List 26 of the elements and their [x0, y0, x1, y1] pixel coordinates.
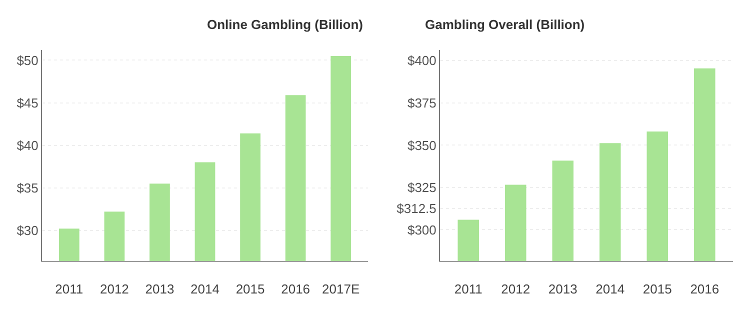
y-tick-label: $30 [16, 222, 38, 238]
x-tick-label: 2012 [100, 282, 129, 297]
y-tick-label: $400 [407, 53, 436, 68]
y-tick-label: $325 [407, 180, 436, 195]
y-tick-label: $35 [16, 180, 38, 196]
x-tick-label: 2016 [281, 282, 310, 297]
x-tick-label: 2016 [690, 282, 720, 297]
x-tick-label: 2013 [145, 282, 174, 297]
x-tick-label: 2013 [548, 282, 578, 297]
x-tick-label: 2014 [190, 282, 220, 297]
y-tick-label: $45 [16, 95, 38, 110]
x-tick-label: 2015 [236, 282, 265, 297]
x-tick-label: 2011 [55, 282, 84, 297]
x-tick-label: 2014 [596, 282, 625, 297]
x-tick-label: 2012 [501, 282, 530, 297]
chart-title: Gambling Overall (Billion) [425, 17, 585, 32]
y-tick-label: $40 [16, 138, 38, 153]
x-tick-label: 2011 [454, 282, 482, 297]
x-tick-label: 2017E [322, 282, 360, 297]
y-tick-label: $312.5 [396, 201, 436, 216]
chart-title: Online Gambling (Billion) [207, 17, 363, 32]
y-tick-label: $300 [407, 222, 436, 238]
x-tick-label: 2015 [642, 282, 672, 297]
y-tick-label: $50 [16, 52, 38, 68]
y-tick-label: $375 [407, 95, 436, 110]
y-tick-label: $350 [407, 138, 436, 153]
